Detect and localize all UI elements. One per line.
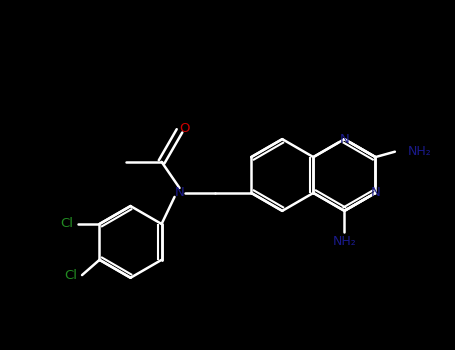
Text: NH₂: NH₂ [407,145,431,158]
Text: N: N [339,133,349,146]
Text: Cl: Cl [60,217,73,231]
Text: N: N [370,187,380,199]
Text: Cl: Cl [64,268,77,282]
Text: N: N [175,187,184,199]
Text: NH₂: NH₂ [333,235,356,248]
Text: O: O [179,122,190,135]
